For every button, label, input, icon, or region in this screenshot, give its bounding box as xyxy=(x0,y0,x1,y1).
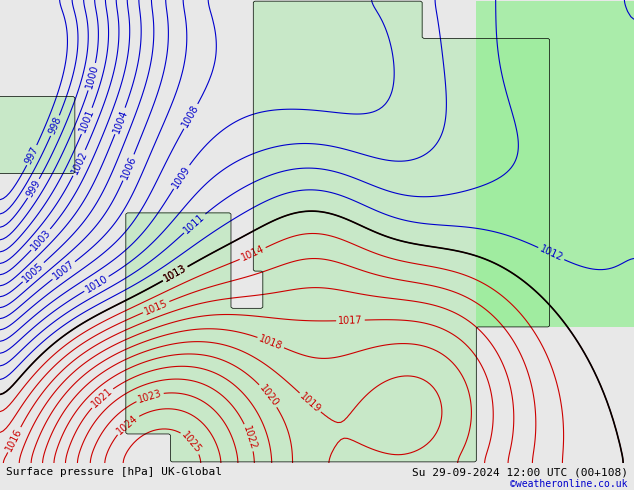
Text: 1001: 1001 xyxy=(77,108,96,134)
Text: 1025: 1025 xyxy=(180,429,204,455)
Text: 1008: 1008 xyxy=(181,103,201,129)
Text: 1024: 1024 xyxy=(115,413,140,436)
Text: 1009: 1009 xyxy=(171,164,192,190)
Text: 1007: 1007 xyxy=(51,259,77,282)
Text: 1015: 1015 xyxy=(143,297,169,317)
Text: 1022: 1022 xyxy=(241,424,258,451)
Text: 997: 997 xyxy=(23,145,41,166)
Text: 1014: 1014 xyxy=(240,244,266,263)
Text: 1023: 1023 xyxy=(136,388,163,405)
Text: 1021: 1021 xyxy=(89,386,115,410)
Text: 999: 999 xyxy=(25,178,42,199)
Text: 1019: 1019 xyxy=(297,391,323,415)
Text: 1003: 1003 xyxy=(29,227,53,252)
Text: 1004: 1004 xyxy=(111,108,129,134)
Text: Surface pressure [hPa] UK-Global: Surface pressure [hPa] UK-Global xyxy=(6,467,223,477)
Text: 1000: 1000 xyxy=(84,64,100,90)
Text: 1006: 1006 xyxy=(119,154,138,181)
Text: 1018: 1018 xyxy=(257,333,284,351)
Text: 1016: 1016 xyxy=(4,427,24,453)
Text: 1017: 1017 xyxy=(338,315,363,326)
Text: 1011: 1011 xyxy=(182,212,207,235)
Text: 1005: 1005 xyxy=(21,260,46,284)
Text: 998: 998 xyxy=(47,115,63,136)
Text: 1012: 1012 xyxy=(538,244,564,263)
Text: Su 29-09-2024 12:00 UTC (00+108): Su 29-09-2024 12:00 UTC (00+108) xyxy=(411,467,628,477)
Text: 1020: 1020 xyxy=(257,383,280,408)
Text: 1010: 1010 xyxy=(84,273,110,294)
Text: 1013: 1013 xyxy=(162,263,188,284)
Text: 1002: 1002 xyxy=(70,149,89,176)
Text: 1013: 1013 xyxy=(162,263,188,284)
Text: ©weatheronline.co.uk: ©weatheronline.co.uk xyxy=(510,479,628,489)
